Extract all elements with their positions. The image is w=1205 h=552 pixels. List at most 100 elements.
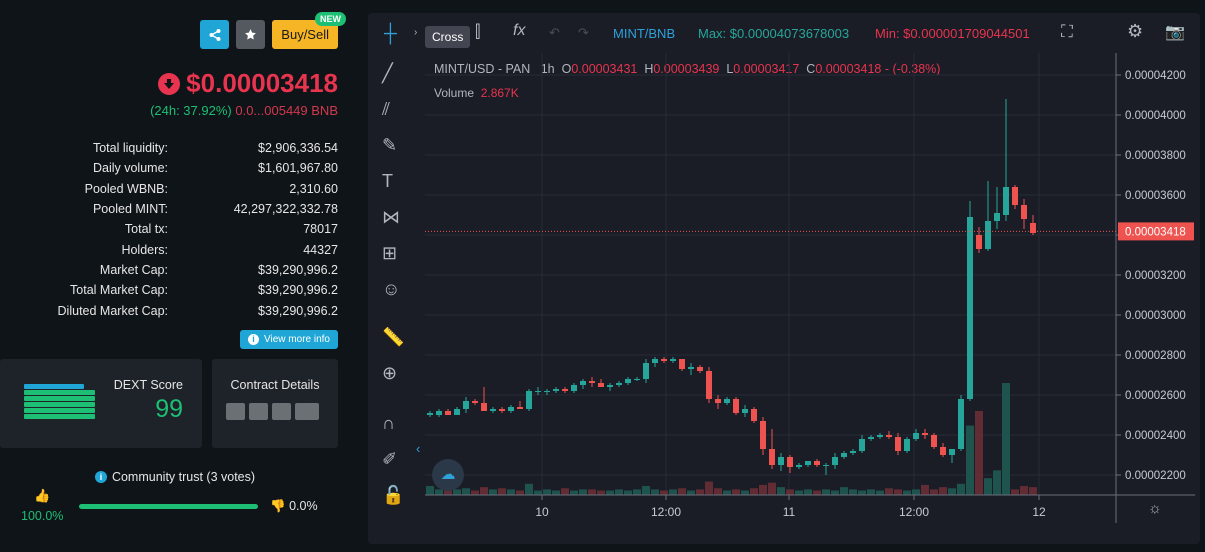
candle-body [859,439,865,451]
volume-bar [768,482,776,495]
candle-body [589,381,595,383]
volume-label: Volume [434,86,475,100]
token-info-panel: Buy/Sell NEW $0.00003418 (24h: 37.92%) 0… [0,0,350,552]
emoji-icon[interactable]: ☺ [382,279,401,299]
volume-bar [516,490,524,495]
y-tick-label: 0.00002600 [1125,390,1186,402]
cross-tooltip: Cross [425,26,471,48]
y-tick-label: 0.00004000 [1125,110,1186,122]
candle-body [1012,187,1018,205]
volume-bar [615,489,623,495]
fullscreen-icon[interactable]: ⛶ [1061,22,1073,41]
camera-icon[interactable]: 📷 [1165,24,1185,41]
candle-body [625,379,631,383]
stat-label: Holders: [121,242,168,257]
view-more-info-button[interactable]: i View more info [240,330,338,349]
star-icon [245,29,257,40]
volume-bar [831,490,839,495]
volume-bar [750,488,758,495]
brush-icon[interactable]: ✎ [382,135,398,155]
trendline-icon[interactable]: ╱ [382,63,393,83]
dext-score-card[interactable]: DEXT Score 99 [0,359,202,448]
chart-settings-icon[interactable]: ☼ [1148,500,1162,517]
share-button[interactable] [200,20,230,49]
redo-icon[interactable]: ↷ [578,25,589,40]
volume-bar [633,489,641,495]
low-value: 0.00003417 [733,62,800,76]
pattern-icon[interactable]: ⋈ [382,207,400,227]
last-price-label: 0.00003418 [1125,226,1186,238]
price-chart-panel: ┼ › Cross ⫿ fx ↶ ↷ MINT/BNB Max: $0.0000… [368,13,1200,544]
candles-icon[interactable]: ⫿ [475,22,481,41]
candle-body [517,407,523,409]
candle-body [616,383,622,385]
volume-bar [543,489,551,495]
y-tick-label: 0.00003800 [1125,150,1186,162]
lock-drawing-icon[interactable]: ✐ [382,449,398,469]
candle-body [742,409,748,413]
favorite-button[interactable] [236,20,266,49]
buy-sell-button[interactable]: Buy/Sell NEW [272,12,346,49]
volume-bar [948,488,956,495]
candle-body [490,409,496,411]
unlock-icon[interactable]: 🔓 [382,485,405,505]
pair-label[interactable]: MINT/BNB [613,26,676,41]
fib-icon[interactable]: ⫽ [382,99,391,119]
y-tick-label: 0.00003000 [1125,310,1186,322]
thumbs-up-icon[interactable]: 👍 [34,488,51,503]
text-icon[interactable]: T [382,171,393,191]
volume-bar [462,488,470,495]
volume-bar [507,489,515,495]
crosshair-icon[interactable]: ┼ [384,23,397,43]
settings-icon[interactable]: ⚙ [1127,21,1144,41]
volume-bar [849,489,857,495]
volume-bar [687,490,695,495]
candle-body [598,383,604,387]
volume-bar [957,483,965,495]
dext-score-bars-icon [24,384,95,420]
volume-bar [975,411,983,495]
y-tick-label: 0.00003400 [1125,230,1186,242]
chevron-right-icon[interactable]: › [414,27,418,38]
ruler-icon[interactable]: 📏 [382,327,405,347]
candle-body [796,465,802,467]
y-tick-label: 0.00002800 [1125,350,1186,362]
measure-tool-icon[interactable]: ⊞ [382,243,398,263]
collapse-toolbar-icon[interactable]: ‹ [416,441,421,456]
candle-body [877,435,883,437]
stat-row: Daily volume: $1,601,967.80 [0,158,350,178]
community-trust-title: Community trust (3 votes) [111,470,256,484]
volume-bar [840,487,848,495]
volume-bar [624,490,632,495]
candle-body [1030,223,1036,233]
candle-body [454,409,460,415]
stat-label: Total tx: [124,222,168,237]
view-more-info-label: View more info [264,334,330,345]
x-tick-label: 12:00 [651,505,681,519]
tradingview-logo-icon[interactable]: ☁ [432,459,464,491]
indicators-button[interactable]: fx [513,22,526,39]
max-price: Max: $0.00004073678003 [698,26,850,41]
volume-bar [534,490,542,495]
contract-details-card[interactable]: Contract Details [212,359,338,448]
candle-body [994,213,1000,221]
volume-bar [1002,383,1010,495]
stat-value: 2,310.60 [289,181,338,196]
zoom-icon[interactable]: ⊕ [382,363,398,383]
candle-body [778,457,784,465]
stat-label: Total Market Cap: [70,283,168,298]
trust-down[interactable]: 👎 0.0% [270,499,318,514]
min-price: Min: $0.000001709044501 [875,26,1030,41]
stat-value: 42,297,322,332.78 [233,202,338,217]
candle-body [760,421,766,449]
lock-icon [249,403,268,420]
magnet-icon[interactable]: ∩ [382,413,395,433]
stat-row: Market Cap: $39,290,996.2 [0,260,350,280]
undo-icon[interactable]: ↶ [549,25,560,40]
volume-bar [894,489,902,495]
info-icon: i [94,471,107,483]
volume-bar [588,489,596,495]
volume-bar [489,489,497,495]
volume-bar [705,481,713,495]
action-buttons: Buy/Sell NEW [200,12,346,49]
